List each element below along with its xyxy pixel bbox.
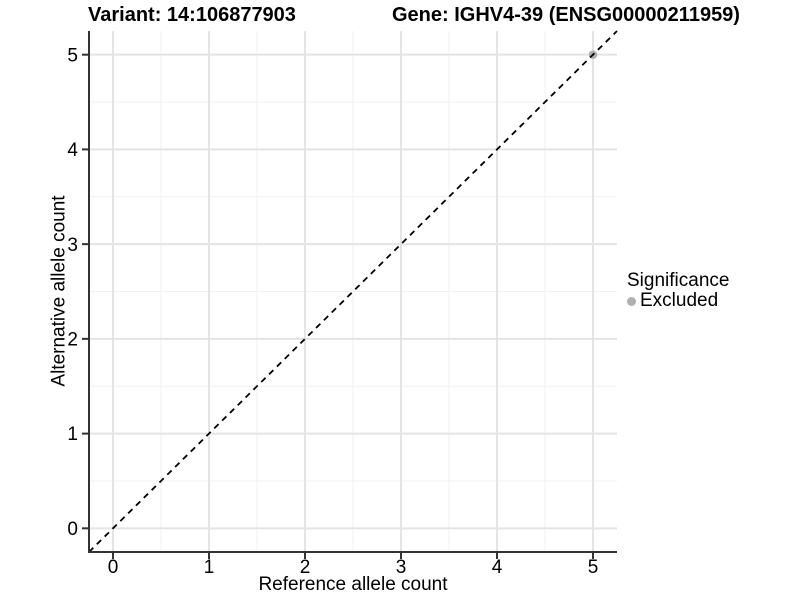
y-tick-label: 2 <box>67 330 78 351</box>
y-tick-label: 3 <box>67 235 78 256</box>
x-tick-label: 3 <box>396 557 407 578</box>
x-tick-label: 2 <box>300 557 311 578</box>
legend-item-label: Excluded <box>640 290 719 311</box>
legend-point-icon <box>627 296 636 306</box>
legend-title: Significance <box>627 270 730 291</box>
x-tick-label: 4 <box>492 557 503 578</box>
y-tick-label: 1 <box>67 424 78 445</box>
plot-title-gene: Gene: IGHV4-39 (ENSG00000211959) <box>392 4 740 26</box>
x-axis-title: Reference allele count <box>258 574 448 595</box>
x-tick-label: 1 <box>204 557 215 578</box>
plot-title-variant: Variant: 14:106877903 <box>88 4 296 26</box>
y-tick-label: 4 <box>67 140 78 161</box>
identity-dashed-line <box>88 30 618 553</box>
x-tick-label: 0 <box>108 557 119 578</box>
legend: Significance Excluded <box>627 271 729 311</box>
y-axis-title: Alternative allele count <box>48 195 70 387</box>
x-tick-label: 5 <box>588 557 599 578</box>
y-tick-label: 0 <box>67 519 78 540</box>
legend-item-excluded: Excluded <box>627 290 729 311</box>
y-tick-label: 5 <box>67 45 78 66</box>
